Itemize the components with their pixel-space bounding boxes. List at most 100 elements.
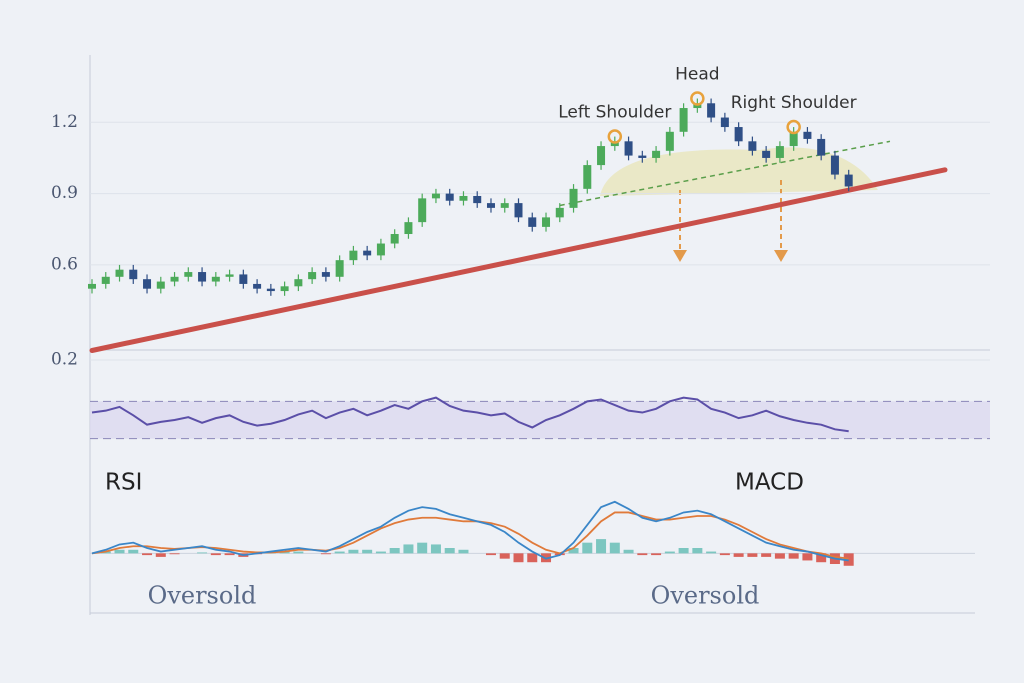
candle-body bbox=[817, 138, 826, 156]
histogram-bar bbox=[458, 549, 469, 554]
histogram-bar bbox=[637, 553, 648, 556]
histogram-bar bbox=[582, 542, 593, 554]
candle-body bbox=[803, 131, 812, 139]
candle-body bbox=[445, 193, 454, 201]
signal-line bbox=[91, 511, 849, 560]
candle-body bbox=[555, 207, 564, 218]
y-tick-label: 0.6 bbox=[51, 254, 78, 274]
candle-body bbox=[88, 283, 96, 289]
candle-body bbox=[789, 131, 798, 147]
histogram-bar bbox=[774, 553, 785, 559]
candle-body bbox=[129, 269, 138, 280]
candle-body bbox=[239, 274, 248, 284]
candle-body bbox=[253, 283, 262, 289]
histogram-bar bbox=[169, 553, 180, 555]
histogram-bar bbox=[375, 551, 386, 554]
candle-body bbox=[486, 203, 495, 208]
y-tick-label: 0.2 bbox=[51, 350, 78, 370]
candle-body bbox=[280, 286, 289, 292]
histogram-bar bbox=[692, 548, 703, 554]
candle-body bbox=[101, 276, 110, 284]
candle-body bbox=[830, 155, 839, 175]
candle-body bbox=[308, 272, 317, 280]
candle-body bbox=[679, 108, 688, 132]
candle-body bbox=[734, 127, 743, 142]
histogram-bar bbox=[719, 553, 730, 556]
candle-body bbox=[211, 276, 220, 282]
candle-body bbox=[225, 274, 234, 277]
histogram-bar bbox=[114, 549, 125, 554]
pattern-point bbox=[786, 119, 801, 135]
candle-body bbox=[597, 146, 606, 166]
histogram-bar bbox=[403, 544, 414, 554]
candle-body bbox=[266, 288, 275, 292]
histogram-bar bbox=[568, 548, 579, 554]
candle-body bbox=[184, 272, 193, 277]
histogram-bar bbox=[293, 551, 304, 554]
candle-body bbox=[156, 281, 165, 289]
histogram-bar bbox=[210, 553, 221, 556]
panel-title: MACD bbox=[735, 470, 804, 496]
candle-body bbox=[528, 217, 537, 227]
candle-body bbox=[542, 217, 551, 227]
histogram-bar bbox=[224, 553, 235, 556]
histogram-bar bbox=[596, 539, 607, 554]
rsi-band bbox=[90, 401, 990, 439]
candle-body bbox=[775, 146, 784, 158]
candle-body bbox=[115, 269, 124, 277]
candle-body bbox=[349, 250, 358, 261]
histogram-bar bbox=[761, 553, 772, 557]
candle-body bbox=[748, 141, 757, 151]
support-line bbox=[89, 167, 948, 353]
candle-body bbox=[473, 195, 482, 204]
pattern-point bbox=[607, 129, 623, 144]
candle-body bbox=[514, 203, 523, 218]
macd-line bbox=[91, 500, 849, 562]
candle-body bbox=[418, 198, 427, 223]
candle-body bbox=[720, 117, 729, 128]
annotation: Right Shoulder bbox=[731, 93, 857, 113]
histogram-bar bbox=[320, 553, 331, 555]
histogram-bar bbox=[788, 553, 799, 559]
histogram-bar bbox=[389, 548, 400, 554]
histogram-bar bbox=[362, 549, 373, 554]
candle-body bbox=[390, 234, 399, 244]
histogram-bar bbox=[678, 548, 689, 554]
histogram-bar bbox=[430, 544, 441, 554]
histogram-bar bbox=[623, 549, 634, 554]
histogram-bar bbox=[155, 553, 166, 557]
candle-body bbox=[431, 193, 440, 199]
annotation: Head bbox=[675, 65, 719, 85]
candle-body bbox=[170, 276, 179, 282]
histogram-bar bbox=[197, 552, 208, 554]
candle-body bbox=[376, 243, 385, 256]
histogram-bar bbox=[733, 553, 744, 557]
histogram-bar bbox=[142, 553, 153, 556]
histogram-bar bbox=[417, 542, 428, 554]
histogram-bar bbox=[651, 553, 662, 556]
candle-body bbox=[844, 174, 853, 187]
annotation: Left Shoulder bbox=[558, 103, 671, 123]
histogram-bar bbox=[664, 551, 675, 554]
histogram-bar bbox=[609, 542, 620, 554]
histogram-bar bbox=[527, 553, 538, 563]
candle-body bbox=[143, 279, 152, 289]
panel-note: Oversold bbox=[148, 582, 257, 610]
candle-body bbox=[707, 103, 716, 118]
candle-body bbox=[294, 279, 303, 287]
candle-body bbox=[762, 150, 771, 158]
histogram-bar bbox=[444, 548, 455, 554]
histogram-bar bbox=[747, 553, 758, 557]
candle-body bbox=[335, 260, 344, 277]
histogram-bar bbox=[513, 553, 524, 563]
candle-body bbox=[583, 165, 592, 189]
candle-body bbox=[404, 222, 413, 235]
histogram-bar bbox=[706, 551, 717, 554]
candle-body bbox=[624, 141, 633, 156]
candle-body bbox=[363, 250, 372, 256]
candle-body bbox=[665, 131, 674, 151]
histogram-bar bbox=[485, 553, 496, 556]
panel-title: RSI bbox=[105, 470, 142, 496]
